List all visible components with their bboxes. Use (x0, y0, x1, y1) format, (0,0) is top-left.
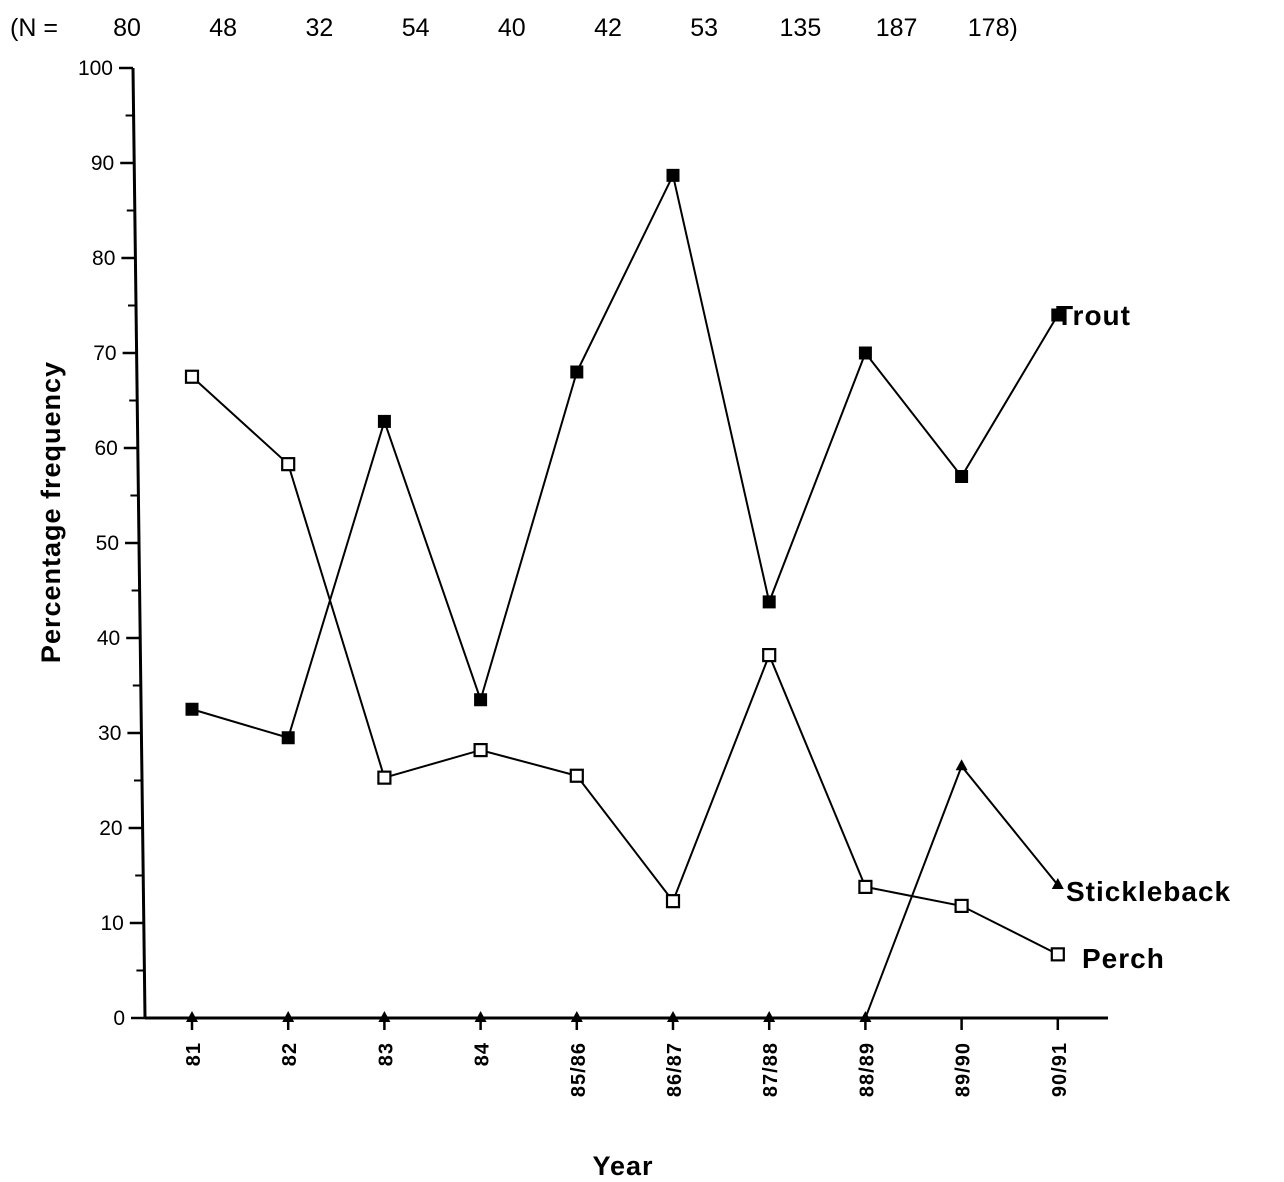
series-label-stickleback: Stickleback (1066, 876, 1231, 907)
trout-point-7 (762, 595, 776, 609)
series-perch (184, 369, 1065, 962)
stickleback-point-2 (282, 1011, 295, 1022)
stickleback-point-9 (955, 759, 968, 771)
sample-size-9: 187 (876, 14, 918, 42)
y-tick-label: 30 (98, 722, 121, 745)
stickleback-point-7 (763, 1011, 776, 1022)
x-tick-label: 86/87 (664, 1042, 686, 1097)
trout-point-8 (858, 346, 872, 360)
perch-point-5 (569, 768, 584, 783)
perch-point-3 (377, 770, 392, 785)
stickleback-point-10 (1051, 878, 1064, 889)
stickleback-line (192, 764, 1059, 1019)
perch-point-1 (184, 369, 200, 384)
sample-size-3: 32 (305, 14, 333, 42)
x-tick-label: 84 (472, 1042, 494, 1066)
sample-size-1: 80 (113, 14, 141, 42)
y-tick-label: 40 (97, 627, 120, 650)
x-tick-label: 82 (279, 1042, 301, 1066)
perch-point-6 (665, 894, 681, 909)
perch-line (191, 376, 1059, 956)
trout-point-1 (185, 702, 199, 716)
series-label-trout: Trout (1056, 300, 1131, 331)
y-tick-label: 20 (99, 817, 122, 840)
y-tick-label: 60 (94, 437, 117, 460)
y-tick-label: 70 (93, 342, 116, 365)
perch-point-2 (281, 457, 296, 472)
y-tick-label: 90 (91, 152, 114, 175)
trout-line (191, 172, 1059, 739)
trout-point-6 (666, 168, 680, 182)
perch-point-4 (473, 742, 488, 758)
y-axis-title: Percentage frequency (36, 361, 66, 663)
sample-size-row: (N = 80 48 32 54 40 42 53 135 187 178) (10, 14, 1018, 42)
trout-point-4 (474, 693, 488, 707)
trout-point-10 (1051, 308, 1065, 322)
y-tick-label: 100 (78, 57, 113, 80)
series-trout (185, 168, 1065, 745)
stickleback-point-6 (667, 1011, 679, 1022)
x-tick-label: 81 (183, 1042, 205, 1066)
sample-size-5: 40 (498, 14, 526, 42)
x-tick-label: 85/86 (568, 1042, 590, 1097)
perch-point-9 (954, 898, 969, 914)
perch-point-10 (1050, 947, 1065, 962)
stickleback-point-4 (474, 1011, 487, 1022)
y-axis-ticks: 0 10 20 30 40 50 60 70 80 90 100 (78, 57, 145, 1030)
x-tick-label: 88/89 (856, 1042, 878, 1097)
x-tick-label: 89/90 (953, 1042, 975, 1097)
stickleback-point-1 (186, 1011, 198, 1022)
stickleback-point-8 (859, 1011, 872, 1022)
x-tick-label: 83 (375, 1042, 397, 1066)
sample-size-7: 53 (690, 14, 718, 42)
x-axis-title: Year (592, 1151, 653, 1181)
series-layer (184, 168, 1065, 1022)
stickleback-point-3 (378, 1011, 391, 1022)
trout-point-5 (570, 365, 584, 379)
sample-size-4: 54 (402, 14, 430, 42)
sample-size-prefix: (N = (10, 14, 58, 42)
stickleback-point-5 (570, 1011, 583, 1022)
sample-size-2: 48 (209, 14, 237, 42)
trout-point-9 (955, 470, 969, 483)
perch-point-7 (762, 647, 777, 663)
trout-point-3 (377, 414, 391, 428)
axes (131, 67, 1108, 1020)
y-tick-label: 50 (96, 532, 119, 555)
perch-point-8 (858, 879, 873, 895)
x-tick-label: 87/88 (760, 1042, 782, 1097)
trout-point-2 (281, 731, 295, 745)
y-tick-label: 10 (100, 912, 123, 935)
x-axis-ticks: 81 82 83 84 85/86 86/87 87/88 88/89 89/90 90/91 (183, 1018, 1071, 1097)
sample-size-8: 135 (780, 14, 822, 42)
sample-size-6: 42 (594, 14, 622, 42)
series-stickleback (186, 759, 1064, 1022)
y-tick-label: 0 (113, 1007, 125, 1030)
series-label-perch: Perch (1082, 943, 1165, 974)
sample-size-10: 178) (968, 14, 1018, 42)
x-tick-label: 90/91 (1049, 1042, 1071, 1097)
y-tick-label: 80 (92, 247, 115, 270)
